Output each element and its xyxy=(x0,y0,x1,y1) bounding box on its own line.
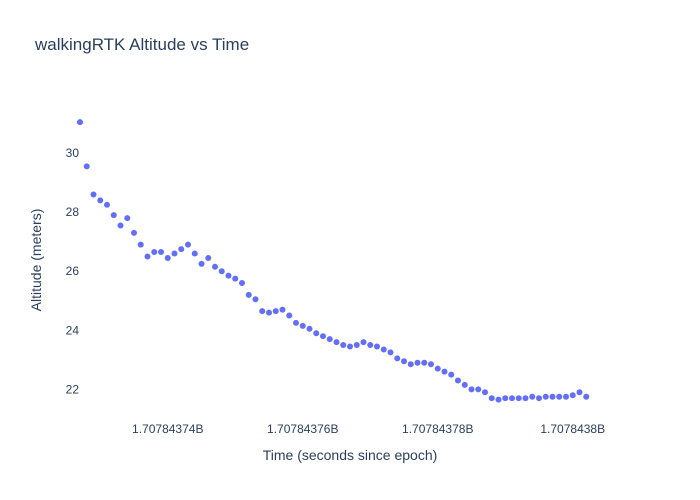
data-point[interactable] xyxy=(583,393,590,400)
data-point[interactable] xyxy=(542,393,549,400)
data-point[interactable] xyxy=(522,395,529,402)
data-point[interactable] xyxy=(461,381,468,388)
data-point[interactable] xyxy=(367,342,374,349)
data-point[interactable] xyxy=(387,349,394,356)
data-point[interactable] xyxy=(83,163,90,170)
data-point[interactable] xyxy=(124,215,131,222)
data-point[interactable] xyxy=(185,241,191,248)
y-tick-label: 28 xyxy=(66,205,80,219)
data-point[interactable] xyxy=(252,296,259,303)
data-point[interactable] xyxy=(441,368,448,375)
y-axis-ticks: 22 24 26 28 30 xyxy=(66,146,80,396)
plot-area xyxy=(77,119,590,403)
data-point[interactable] xyxy=(239,280,245,287)
data-point[interactable] xyxy=(326,336,333,343)
y-tick-label: 24 xyxy=(66,323,80,337)
data-points xyxy=(77,119,590,403)
data-point[interactable] xyxy=(468,386,475,393)
data-point[interactable] xyxy=(414,359,421,366)
data-point[interactable] xyxy=(266,309,272,316)
data-point[interactable] xyxy=(401,358,407,365)
data-point[interactable] xyxy=(198,260,205,267)
data-point[interactable] xyxy=(90,191,97,198)
data-point[interactable] xyxy=(225,272,232,279)
data-point[interactable] xyxy=(313,330,320,337)
data-point[interactable] xyxy=(502,395,509,402)
data-point[interactable] xyxy=(212,263,218,270)
data-point[interactable] xyxy=(320,333,326,340)
data-point[interactable] xyxy=(434,365,441,372)
data-point[interactable] xyxy=(259,308,266,315)
data-point[interactable] xyxy=(515,395,522,402)
data-point[interactable] xyxy=(245,291,252,298)
data-point[interactable] xyxy=(151,249,158,256)
data-point[interactable] xyxy=(448,371,455,378)
data-point[interactable] xyxy=(218,268,225,275)
data-point[interactable] xyxy=(205,254,212,261)
data-point[interactable] xyxy=(374,343,380,350)
x-tick-label: 1.70784378B xyxy=(402,422,473,436)
data-point[interactable] xyxy=(455,377,461,384)
x-tick-label: 1.70784374B xyxy=(132,422,203,436)
data-point[interactable] xyxy=(306,325,313,332)
data-point[interactable] xyxy=(536,395,542,402)
data-point[interactable] xyxy=(144,253,151,260)
data-point[interactable] xyxy=(529,393,536,400)
data-point[interactable] xyxy=(272,308,279,315)
data-point[interactable] xyxy=(488,395,495,402)
data-point[interactable] xyxy=(569,392,576,399)
data-point[interactable] xyxy=(293,319,299,326)
x-axis-ticks: 1.70784374B 1.70784376B 1.70784378B 1.70784… xyxy=(132,422,605,436)
x-tick-label: 1.7078438B xyxy=(540,422,605,436)
data-point[interactable] xyxy=(353,342,360,349)
data-point[interactable] xyxy=(137,241,144,248)
data-point[interactable] xyxy=(509,395,515,402)
data-point[interactable] xyxy=(77,119,83,126)
data-point[interactable] xyxy=(158,249,164,256)
x-axis-label: Time (seconds since epoch) xyxy=(263,447,438,463)
data-point[interactable] xyxy=(117,222,124,229)
data-point[interactable] xyxy=(171,250,178,257)
data-point[interactable] xyxy=(394,355,401,362)
data-point[interactable] xyxy=(360,339,367,346)
data-point[interactable] xyxy=(576,389,583,396)
data-point[interactable] xyxy=(380,346,387,353)
y-tick-label: 22 xyxy=(66,382,80,396)
data-point[interactable] xyxy=(482,389,488,396)
data-point[interactable] xyxy=(495,396,502,403)
data-point[interactable] xyxy=(333,339,340,346)
data-point[interactable] xyxy=(428,361,434,368)
data-point[interactable] xyxy=(286,312,293,319)
data-point[interactable] xyxy=(299,322,306,329)
data-point[interactable] xyxy=(549,393,556,400)
data-point[interactable] xyxy=(475,386,482,393)
data-point[interactable] xyxy=(340,342,347,349)
y-tick-label: 26 xyxy=(66,264,80,278)
y-tick-label: 30 xyxy=(66,146,80,160)
data-point[interactable] xyxy=(407,361,414,368)
y-axis-label: Altitude (meters) xyxy=(28,209,44,312)
data-point[interactable] xyxy=(104,201,110,208)
data-point[interactable] xyxy=(164,254,171,261)
chart-title: walkingRTK Altitude vs Time xyxy=(34,35,249,54)
data-point[interactable] xyxy=(279,306,286,313)
data-point[interactable] xyxy=(421,359,428,366)
data-point[interactable] xyxy=(110,212,117,219)
data-point[interactable] xyxy=(191,250,198,257)
data-point[interactable] xyxy=(131,229,137,236)
data-point[interactable] xyxy=(232,275,239,282)
data-point[interactable] xyxy=(563,393,569,400)
data-point[interactable] xyxy=(556,393,563,400)
data-point[interactable] xyxy=(97,197,104,204)
data-point[interactable] xyxy=(178,246,185,253)
data-point[interactable] xyxy=(347,343,353,350)
x-tick-label: 1.70784376B xyxy=(267,422,338,436)
